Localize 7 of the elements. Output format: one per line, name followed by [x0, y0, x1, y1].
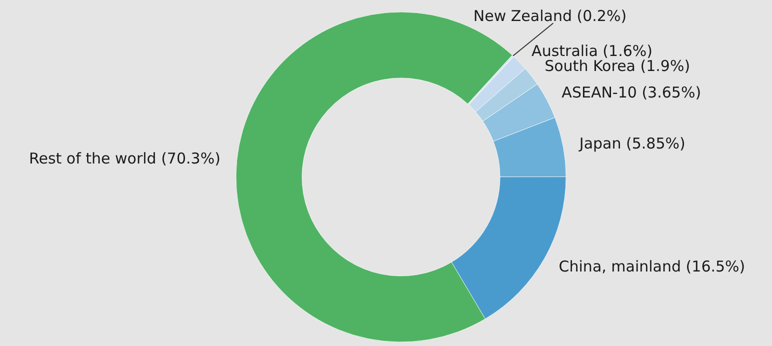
slice-label: Australia (1.6%) [532, 42, 652, 60]
slice-label: Japan (5.85%) [578, 134, 686, 153]
slice-label: ASEAN-10 (3.65%) [562, 84, 702, 102]
slice-label: South Korea (1.9%) [544, 57, 690, 76]
slice-label: New Zealand (0.2%) [473, 6, 627, 25]
slice-label: Rest of the world (70.3%) [28, 149, 220, 168]
slice-label: China, mainland (16.5%) [558, 258, 746, 276]
